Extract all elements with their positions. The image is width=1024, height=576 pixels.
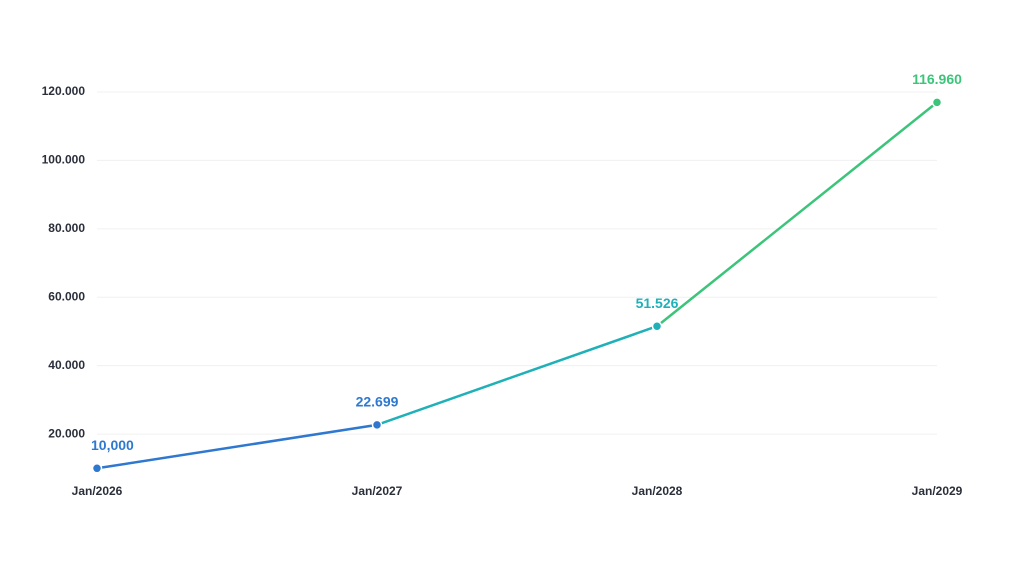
data-label: 22.699	[356, 394, 399, 410]
line-segment	[95, 423, 379, 470]
x-tick-label: Jan/2027	[352, 484, 403, 498]
x-tick-label: Jan/2028	[632, 484, 683, 498]
y-tick-label: 40.000	[48, 358, 85, 372]
data-point	[651, 320, 663, 332]
line-segment	[655, 101, 939, 328]
y-tick-label: 100.000	[42, 153, 86, 167]
data-point	[931, 97, 943, 108]
x-tick-label: Jan/2029	[912, 484, 963, 498]
x-tick-label: Jan/2026	[72, 484, 123, 498]
data-label: 51.526	[636, 295, 679, 311]
line-segment	[375, 324, 659, 427]
y-tick-label: 80.000	[48, 221, 85, 235]
data-point	[91, 463, 103, 474]
data-label: 10,000	[91, 437, 134, 453]
y-tick-label: 60.000	[48, 289, 85, 303]
y-tick-label: 20.000	[48, 426, 85, 440]
y-tick-label: 120.000	[42, 84, 86, 98]
data-label: 116.960	[912, 71, 962, 87]
data-point	[371, 419, 383, 431]
